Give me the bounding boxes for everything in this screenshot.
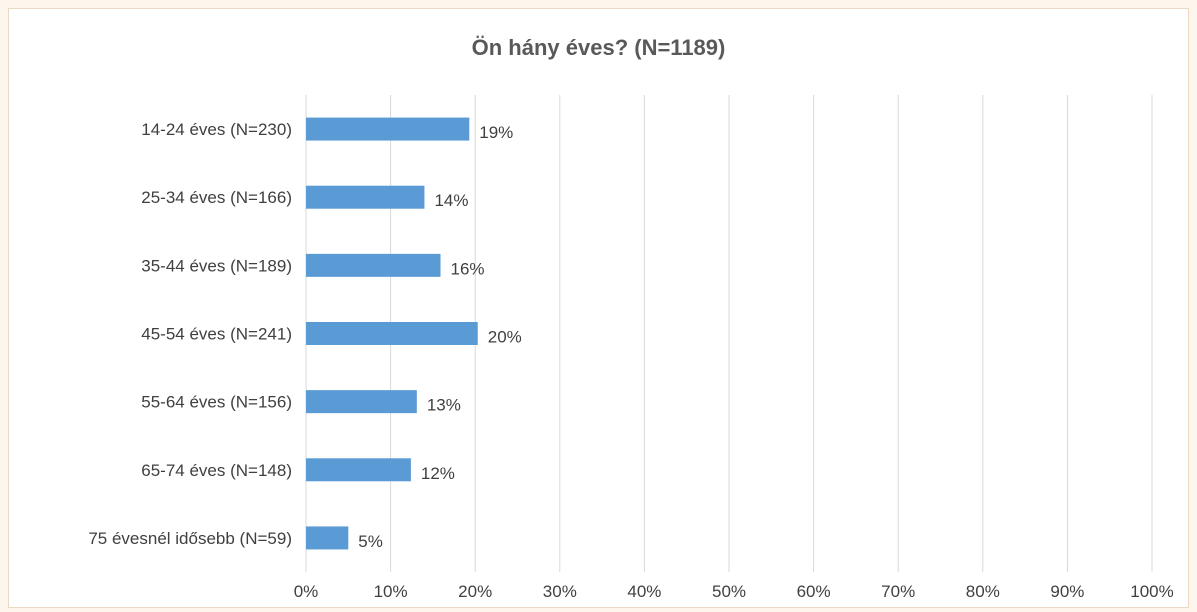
bar xyxy=(306,253,441,277)
category-label: 35-44 éves (N=189) xyxy=(141,256,292,275)
x-tick-label: 10% xyxy=(374,582,408,601)
bar xyxy=(306,458,411,482)
chart-title: Ön hány éves? (N=1189) xyxy=(471,35,726,60)
category-label: 14-24 éves (N=230) xyxy=(141,120,292,139)
data-label: 16% xyxy=(451,259,485,278)
data-label: 19% xyxy=(479,123,513,142)
bar xyxy=(306,322,478,345)
x-tick-label: 0% xyxy=(294,582,319,601)
category-label: 75 évesnél idősebb (N=59) xyxy=(88,529,292,548)
bar xyxy=(306,117,470,141)
data-label: 5% xyxy=(358,532,383,551)
category-label: 25-34 éves (N=166) xyxy=(141,188,292,207)
bar xyxy=(306,185,425,209)
x-tick-label: 30% xyxy=(543,582,577,601)
x-tick-label: 90% xyxy=(1050,582,1084,601)
chart-frame: Ön hány éves? (N=1189) 0% 10% 20% 30% 40% 50%… xyxy=(8,8,1189,608)
category-label: 45-54 éves (N=241) xyxy=(141,325,292,344)
data-label: 13% xyxy=(427,396,461,415)
bar xyxy=(306,526,349,550)
bar xyxy=(306,390,417,414)
x-tick-label: 80% xyxy=(966,582,1000,601)
data-label: 14% xyxy=(434,191,468,210)
x-tick-label: 20% xyxy=(458,582,492,601)
category-label: 55-64 éves (N=156) xyxy=(141,393,292,412)
x-tick-label: 40% xyxy=(627,582,661,601)
data-label: 12% xyxy=(421,464,455,483)
x-tick-label: 100% xyxy=(1130,582,1173,601)
bar-chart: 0% 10% 20% 30% 40% 50% 60% 70% 80% 90% 100% 14-24 é… xyxy=(88,95,1174,601)
data-label: 20% xyxy=(488,328,522,347)
x-tick-label: 60% xyxy=(797,582,831,601)
category-label: 65-74 éves (N=148) xyxy=(141,461,292,480)
x-tick-label: 70% xyxy=(881,582,915,601)
x-tick-label: 50% xyxy=(712,582,746,601)
